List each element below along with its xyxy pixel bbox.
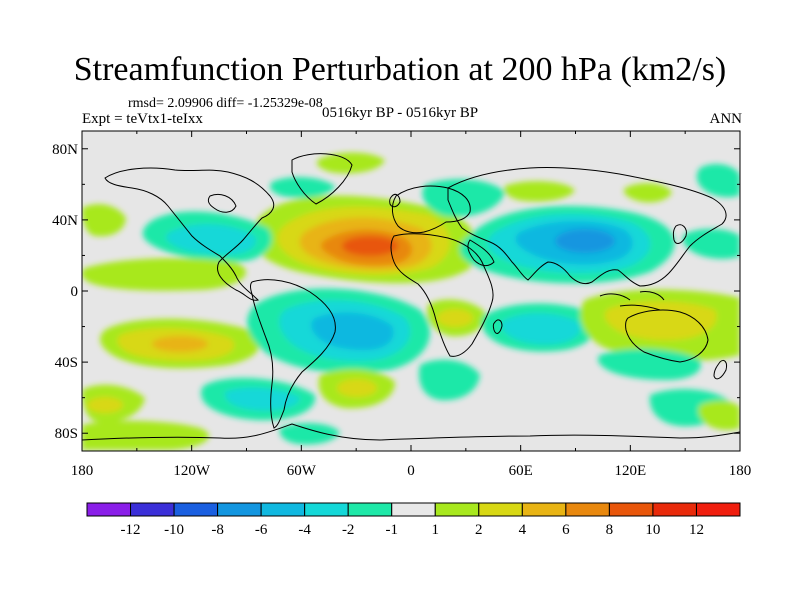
colorbar-swatch [304,502,349,517]
lat-label: 0 [71,284,79,300]
colorbar-swatch [130,502,175,517]
colorbar: -12 -10 -8 -6 -4 -2 -1 1 2 4 6 8 10 12 [86,502,741,538]
coast-hudson [207,193,237,213]
colorbar-label: 6 [562,522,570,538]
lon-label: 60E [509,463,533,479]
lon-label: 60W [287,463,317,479]
colorbar-swatch [260,502,306,517]
coast-new-zealand [713,359,727,380]
lat-label: 80N [52,142,78,158]
colorbar-swatch [347,502,393,517]
colorbar-swatch [434,502,480,517]
lon-label: 180 [729,463,752,479]
axis-ticks [81,131,741,451]
positive-anomaly-so-4 [698,400,740,430]
axis-labels: 180 120W 60W 0 60E 120E 180 80N 40N 0 40S 80S [52,142,751,479]
lat-label: 40S [55,355,78,371]
colorbar-swatch [391,502,436,517]
positive-anomaly-so-1-core [87,397,123,413]
lon-label: 120E [614,463,646,479]
colorbar-swatch [217,502,262,517]
lon-label: 120W [173,463,211,479]
colorbar-label: 4 [519,522,527,538]
coastlines [82,153,740,441]
coast-antarctica [82,423,740,441]
high-lat-positive-2 [503,181,575,202]
coast-japan [672,224,687,244]
colorbar-swatch [86,502,132,517]
coast-asia [447,166,727,287]
coast-australia [625,309,709,363]
negative-anomaly-s-pacific-e [597,348,701,380]
high-lat-negative-2 [422,179,505,217]
negative-anomaly-so-1-2 [224,387,300,411]
lat-label: 80S [55,426,78,442]
coast-indonesia [599,291,665,311]
lon-label: 0 [407,463,415,479]
colorbar-label: -10 [164,522,184,538]
positive-anomaly-australia-2 [604,301,717,341]
coast-greenland [291,153,353,205]
colorbar-swatch [521,502,567,517]
positive-anomaly-pacific-ne [82,258,247,291]
positive-anomaly-s-africa-core [437,309,473,327]
colorbar-label: -6 [255,522,268,538]
high-lat-positive-3 [623,183,672,203]
colorbar-label: -2 [342,522,355,538]
colorbar-label: -1 [385,522,398,538]
streamfunction-contours [82,152,740,450]
colorbar-label: 8 [606,522,614,538]
coast-south-america [250,279,336,429]
colorbar-swatch [695,502,741,517]
colorbar-label: 12 [689,522,704,538]
colorbar-swatch [478,502,523,517]
lon-label: 180 [71,463,94,479]
coast-uk [389,193,401,208]
coast-arabia [467,239,495,267]
colorbar-label: 1 [432,522,440,538]
colorbar-swatch [652,502,697,517]
colorbar-label: -12 [121,522,141,538]
positive-anomaly-s-pacific-core [152,336,208,352]
lat-label: 40N [52,213,78,229]
colorbar-label: -4 [298,522,311,538]
coast-north-america [104,167,275,301]
positive-anomaly-so-5 [82,420,209,450]
positive-anomaly-so-2-core [337,379,377,397]
positive-anomaly-core [342,236,398,256]
negative-anomaly-indian-2 [501,313,581,345]
experiment-label: Expt = teVtx1-teIxx [82,111,203,127]
high-lat-negative-1 [270,177,335,198]
colorbar-label: -8 [211,522,224,538]
period-label: 0516kyr BP - 0516kyr BP [321,105,479,121]
positive-anomaly-pacific-nw [82,204,126,237]
colorbar-swatch [608,502,654,517]
coast-madagascar [492,319,503,334]
negative-anomaly-so-6 [279,423,340,445]
colorbar-swatch [565,502,610,517]
high-lat-negative-3 [696,164,740,198]
colorbar-swatch [173,502,219,517]
negative-anomaly-so-2 [419,359,480,401]
plot-title: Streamfunction Perturbation at 200 hPa (… [73,51,727,88]
rmsd-diff-label: rmsd= 2.09906 diff= -1.25329e-08 [128,96,323,111]
colorbar-label: 2 [475,522,483,538]
colorbar-label: 10 [645,522,660,538]
negative-anomaly-asia-core [555,229,615,253]
high-lat-negative-4 [682,228,740,259]
season-label: ANN [709,111,743,127]
